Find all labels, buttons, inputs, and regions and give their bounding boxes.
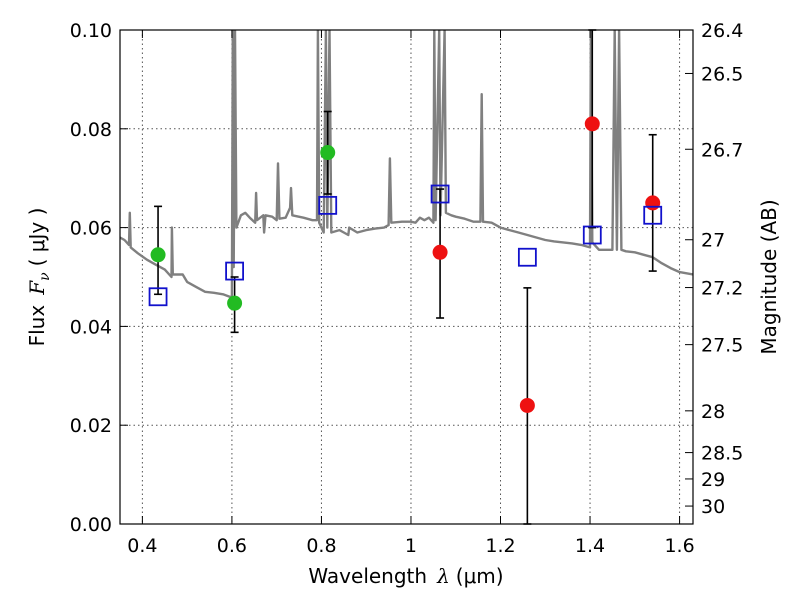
y-tick-label: 0.02 bbox=[70, 415, 112, 437]
y-axis-title: FluxFν( μJy ) bbox=[25, 208, 53, 347]
y2-tick-label: 28.5 bbox=[701, 443, 743, 465]
model-photometry-square bbox=[148, 287, 168, 307]
y-tick-label: 0.10 bbox=[70, 20, 112, 42]
x-axis-ticks: 0.4 0.6 0.8 1 1.2 1.4 1.6 bbox=[127, 30, 695, 557]
x-tick-label: 0.4 bbox=[127, 535, 157, 557]
y2-tick-label: 26.7 bbox=[701, 139, 743, 161]
red-data-point bbox=[432, 244, 448, 260]
model-spectrum-line bbox=[120, 30, 693, 298]
y-tick-label: 0.06 bbox=[70, 218, 112, 240]
y2-tick-label: 28 bbox=[701, 401, 725, 423]
model-photometry-square bbox=[643, 205, 663, 225]
y2-axis-title: Magnitude (AB) bbox=[757, 199, 781, 354]
model-photometry-square bbox=[430, 184, 450, 204]
model-photometry-square bbox=[582, 225, 602, 245]
y-tick-label: 0.08 bbox=[70, 119, 112, 141]
y2-tick-label: 26.4 bbox=[701, 20, 743, 42]
x-tick-label: 1.4 bbox=[575, 535, 605, 557]
x-axis-title: Wavelength λ (μm) bbox=[308, 564, 503, 588]
x-tick-label: 1.2 bbox=[485, 535, 515, 557]
data-markers bbox=[148, 116, 663, 413]
x-tick-label: 0.6 bbox=[217, 535, 247, 557]
plot-frame bbox=[119, 29, 694, 525]
y-tick-label: 0.00 bbox=[70, 514, 112, 536]
model-photometry-square bbox=[517, 247, 537, 267]
green-data-point bbox=[320, 145, 336, 161]
y-axis-ticks: 0.00 0.02 0.04 0.06 0.08 0.10 bbox=[70, 20, 128, 536]
y2-tick-label: 29 bbox=[701, 469, 725, 491]
y-tick-label: 0.04 bbox=[70, 316, 112, 338]
y2-tick-label: 27.2 bbox=[701, 278, 743, 300]
x-tick-label: 1 bbox=[405, 535, 417, 557]
y2-tick-label: 27 bbox=[701, 230, 725, 252]
green-data-point bbox=[150, 247, 166, 263]
red-data-point bbox=[645, 195, 661, 211]
model-photometry-square bbox=[225, 261, 245, 281]
red-data-point bbox=[519, 397, 535, 413]
y2-tick-label: 27.5 bbox=[701, 335, 743, 357]
red-data-point bbox=[584, 116, 600, 132]
y2-tick-label: 26.5 bbox=[701, 63, 743, 85]
y2-tick-label: 30 bbox=[701, 496, 725, 518]
y2-axis-ticks: 26.4 26.5 26.7 27 27.2 27.5 28 28.5 29 30 bbox=[685, 20, 743, 518]
x-tick-label: 1.6 bbox=[664, 535, 694, 557]
model-spectrum-layer bbox=[120, 30, 693, 298]
model-photometry-square bbox=[318, 195, 338, 215]
green-data-point bbox=[227, 295, 243, 311]
x-tick-label: 0.8 bbox=[306, 535, 336, 557]
